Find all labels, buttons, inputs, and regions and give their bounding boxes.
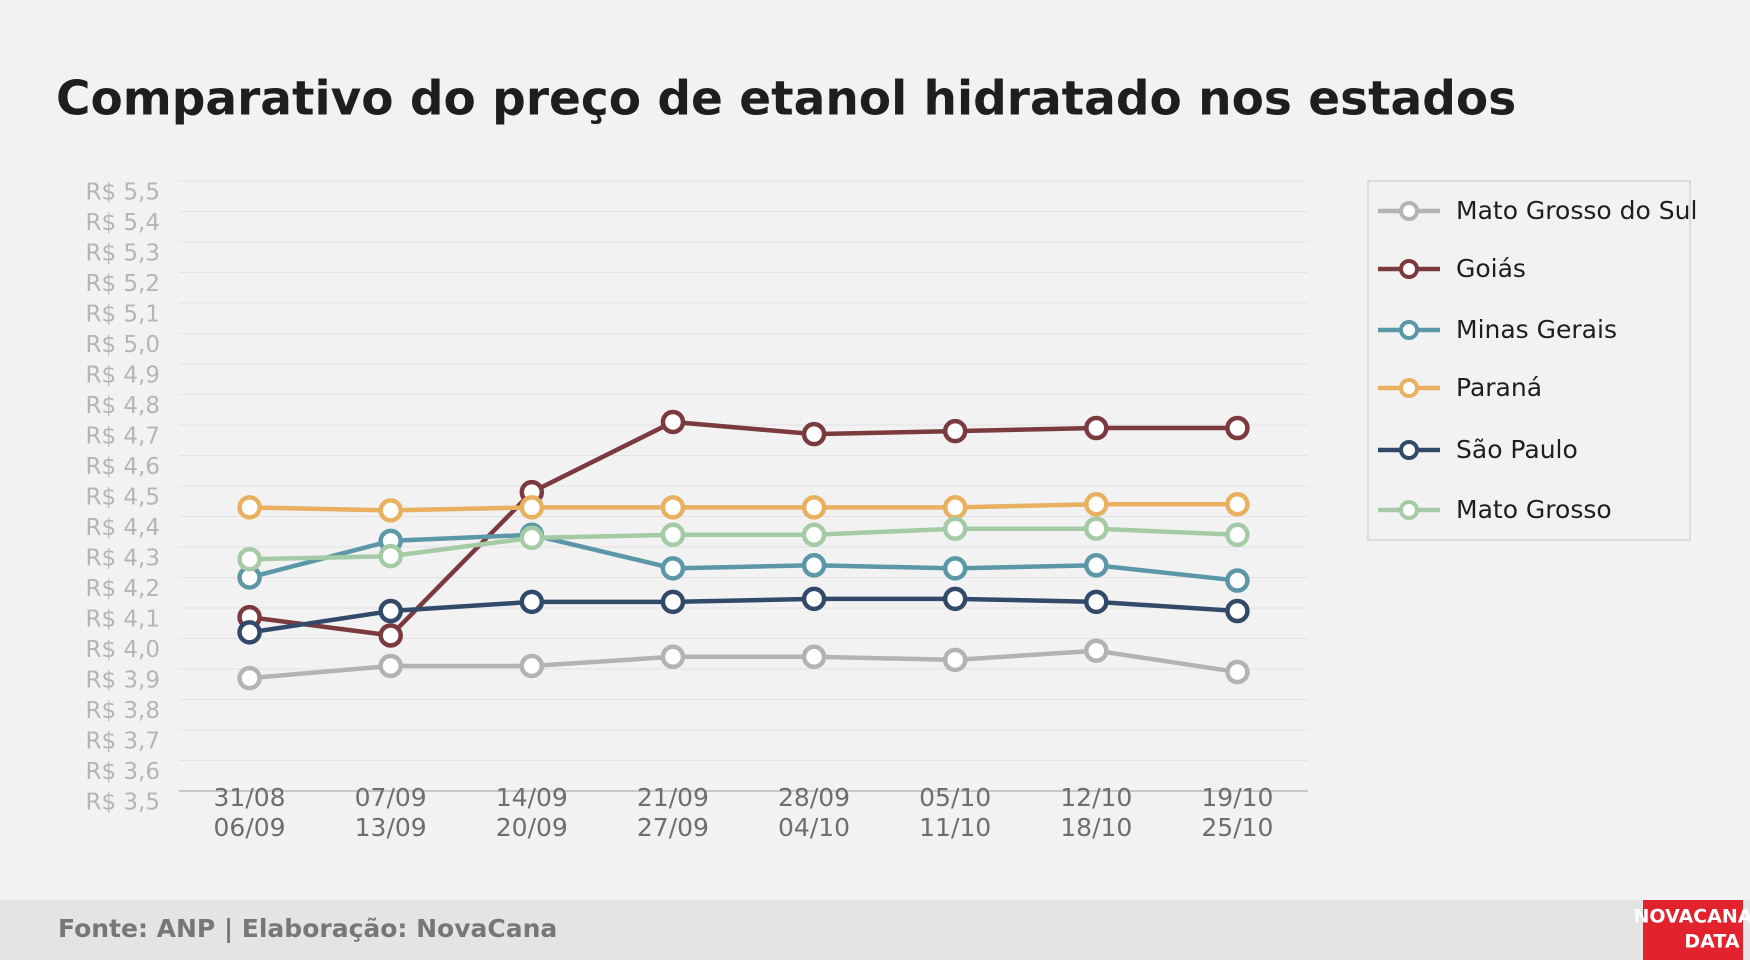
x-tick-label: 19/10 25/10 (1201, 783, 1274, 842)
legend-label: Minas Gerais (1456, 315, 1617, 344)
point (1084, 638, 1109, 663)
y-tick-label: R$ 3,5 (85, 790, 160, 816)
point (1084, 589, 1109, 615)
point (237, 495, 262, 520)
point (378, 653, 403, 679)
point (519, 589, 545, 615)
series-line (249, 526, 1238, 562)
point (1225, 492, 1250, 517)
y-tick-label: R$ 3,6 (85, 759, 160, 785)
point (1225, 659, 1250, 685)
point (1225, 568, 1250, 593)
legend-marker (1399, 378, 1419, 398)
legend-marker (1399, 320, 1419, 340)
x-tick-label: 12/10 18/10 (1060, 783, 1133, 842)
y-tick-label: R$ 3,9 (85, 668, 160, 694)
x-tick-label: 05/10 11/10 (919, 783, 992, 842)
y-tick-label: R$ 4,4 (85, 515, 160, 541)
y-tick-label: R$ 4,7 (85, 424, 160, 450)
point (237, 620, 262, 645)
y-tick-label: R$ 4,0 (85, 637, 160, 663)
point (942, 516, 968, 541)
point (801, 522, 827, 548)
point (1225, 522, 1250, 548)
y-tick-label: R$ 3,7 (85, 729, 160, 755)
point (660, 522, 686, 548)
point (942, 495, 968, 520)
x-tick-label: 21/09 27/09 (636, 783, 709, 842)
logo-text: DATA (1684, 931, 1739, 953)
y-tick-label: R$ 4,8 (85, 393, 160, 419)
legend-marker (1399, 500, 1419, 520)
point (660, 556, 686, 581)
y-tick-label: R$ 5,3 (85, 241, 160, 267)
point (660, 644, 686, 670)
series-line (249, 502, 1238, 513)
x-tick-label: 28/09 04/10 (778, 783, 851, 842)
chart-title: Comparativo do preço de etanol hidratado… (56, 72, 1516, 127)
series-line (248, 532, 1238, 583)
series-line (249, 648, 1238, 681)
point (237, 665, 262, 691)
point (237, 546, 262, 572)
point (801, 644, 827, 670)
point (801, 586, 827, 612)
footer (0, 900, 1750, 960)
point (519, 495, 545, 520)
x-tick-label: 31/08 06/09 (213, 783, 286, 842)
y-tick-label: R$ 4,5 (85, 485, 160, 511)
point (660, 589, 686, 615)
point (1084, 516, 1109, 541)
y-tick-label: R$ 5,5 (85, 180, 160, 206)
point (519, 525, 545, 551)
y-tick-label: R$ 4,6 (85, 454, 160, 480)
point (660, 495, 686, 520)
point (801, 421, 827, 447)
y-tick-label: R$ 4,2 (85, 576, 160, 602)
legend-label: Mato Grosso (1456, 495, 1612, 524)
point (1084, 553, 1109, 578)
y-tick-label: R$ 4,9 (85, 363, 160, 389)
logo-text: NOVACANA (1634, 906, 1750, 928)
legend-label: Goiás (1456, 254, 1526, 283)
point (942, 418, 968, 444)
point (1225, 415, 1250, 441)
y-tick-label: R$ 5,2 (85, 271, 160, 297)
point (1084, 492, 1109, 517)
point (801, 553, 827, 578)
x-tick-label: 07/09 13/09 (354, 783, 427, 842)
point (378, 543, 403, 569)
point (801, 495, 827, 520)
point (378, 623, 403, 648)
legend-label: Mato Grosso do Sul (1456, 196, 1697, 225)
y-tick-label: R$ 5,0 (85, 332, 160, 358)
point (378, 598, 403, 624)
y-tick-label: R$ 5,4 (85, 210, 160, 236)
point (519, 653, 545, 679)
point (660, 409, 686, 435)
series-line (249, 596, 1238, 635)
point (942, 586, 968, 612)
point (942, 647, 968, 673)
point (1084, 415, 1109, 441)
point (942, 556, 968, 581)
legend-marker (1399, 440, 1419, 460)
legend-label: Paraná (1456, 373, 1542, 402)
point (378, 498, 403, 523)
source: Fonte: ANP | Elaboração: NovaCana (58, 914, 557, 943)
y-tick-label: R$ 4,3 (85, 546, 160, 572)
y-tick-label: R$ 4,1 (85, 607, 160, 633)
logo (1643, 900, 1743, 960)
y-tick-label: R$ 3,8 (85, 698, 160, 724)
y-tick-label: R$ 5,1 (85, 302, 160, 328)
legend (1367, 180, 1691, 541)
legend-marker (1399, 259, 1419, 279)
legend-marker (1399, 201, 1419, 221)
point (1225, 598, 1250, 624)
x-tick-label: 14/09 20/09 (495, 783, 568, 842)
legend-label: São Paulo (1456, 435, 1578, 464)
